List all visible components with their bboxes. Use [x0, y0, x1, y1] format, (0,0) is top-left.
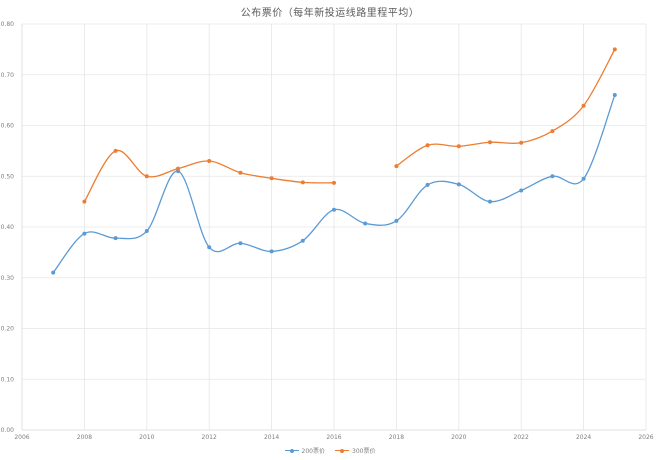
data-point[interactable]	[207, 245, 212, 250]
data-point[interactable]	[488, 140, 492, 145]
data-point[interactable]	[612, 93, 617, 98]
data-point[interactable]	[550, 174, 555, 179]
x-tick-label: 2016	[326, 434, 341, 441]
data-point[interactable]	[207, 159, 212, 164]
data-point[interactable]	[394, 164, 399, 169]
y-tick-label: 0.00	[1, 427, 15, 434]
data-point[interactable]	[394, 218, 399, 223]
series-200票价	[51, 93, 617, 275]
data-point[interactable]	[300, 180, 305, 185]
x-tick-label: 2026	[638, 434, 653, 441]
data-point[interactable]	[144, 174, 149, 179]
legend-marker-icon	[335, 447, 349, 455]
x-tick-label: 2020	[451, 434, 466, 441]
x-tick-label: 2008	[77, 434, 92, 441]
legend-item-300[interactable]: 300票价	[335, 446, 375, 455]
data-point[interactable]	[581, 176, 586, 181]
data-point[interactable]	[176, 166, 180, 171]
data-point[interactable]	[238, 241, 243, 246]
y-tick-label: 0.20	[1, 326, 15, 333]
data-point[interactable]	[425, 182, 430, 187]
legend-item-200[interactable]: 200票价	[284, 446, 325, 455]
y-tick-label: 0.30	[1, 275, 15, 282]
gridlines	[21, 23, 647, 431]
x-tick-label: 2022	[514, 434, 529, 441]
data-point[interactable]	[269, 249, 274, 254]
data-point[interactable]	[363, 221, 368, 226]
chart-title: 公布票价（每年新投运线路里程平均）	[240, 8, 420, 19]
x-tick-label: 2010	[139, 434, 154, 441]
legend-marker-icon	[284, 447, 299, 455]
y-tick-label: 0.70	[1, 72, 15, 79]
data-point[interactable]	[612, 47, 617, 52]
data-point[interactable]	[550, 129, 555, 134]
data-point[interactable]	[332, 180, 336, 185]
legend: 200票价 300票价	[0, 446, 660, 455]
x-tick-label: 2012	[202, 434, 217, 441]
x-tick-label: 2018	[389, 434, 404, 441]
series-300票价	[82, 47, 617, 204]
data-point[interactable]	[238, 170, 243, 175]
data-point[interactable]	[113, 148, 118, 153]
data-point[interactable]	[488, 199, 492, 204]
series-line	[396, 49, 616, 167]
y-tick-label: 0.80	[1, 21, 15, 28]
x-tick-label: 2014	[264, 434, 279, 441]
legend-label: 200票价	[301, 448, 325, 455]
y-tick-label: 0.10	[1, 376, 15, 383]
data-point[interactable]	[581, 103, 586, 108]
legend-label: 300票价	[352, 448, 376, 455]
y-tick-label: 0.60	[1, 123, 15, 130]
data-point[interactable]	[269, 176, 274, 181]
data-point[interactable]	[332, 207, 336, 212]
data-point[interactable]	[144, 229, 149, 234]
x-tick-label: 2024	[576, 434, 591, 441]
data-point[interactable]	[456, 182, 461, 187]
data-point[interactable]	[456, 144, 461, 149]
data-point[interactable]	[425, 143, 430, 148]
series-lines	[51, 47, 617, 275]
y-axis-ticks: 0.00 0.10 0.20 0.30 0.40 0.50 0.60 0.70 0.80	[1, 21, 15, 434]
data-point[interactable]	[519, 140, 524, 145]
x-axis-ticks: 2006 2008 2010 2012 2014 2016 2018 2020 2022 2024…	[14, 434, 653, 441]
y-tick-label: 0.50	[1, 173, 15, 180]
data-point[interactable]	[519, 188, 524, 193]
data-point[interactable]	[82, 199, 87, 204]
data-point[interactable]	[300, 238, 305, 243]
data-point[interactable]	[51, 270, 56, 275]
data-point[interactable]	[82, 231, 87, 236]
x-tick-label: 2006	[14, 434, 29, 441]
y-tick-label: 0.40	[1, 224, 15, 231]
data-point[interactable]	[113, 236, 118, 241]
